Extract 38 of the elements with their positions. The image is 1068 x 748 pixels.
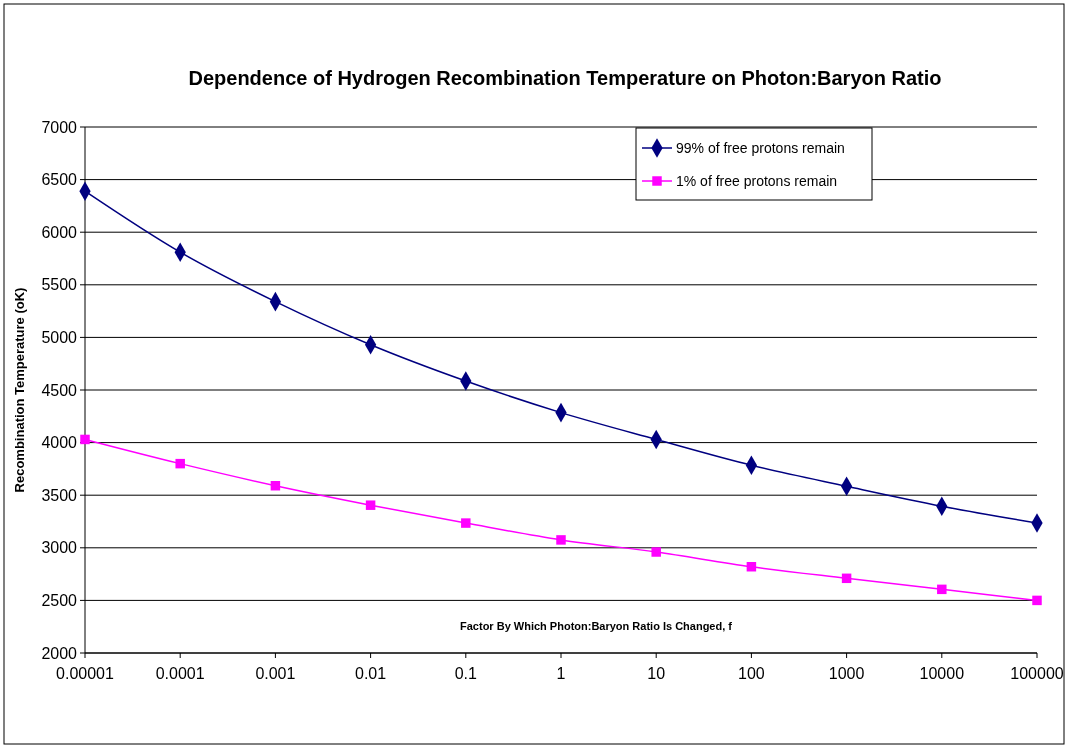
point [556, 535, 566, 545]
point [175, 458, 185, 469]
point [80, 434, 90, 445]
legend-label: 1% of free protons remain [676, 172, 838, 189]
y-tick-label: 3500 [41, 486, 78, 504]
y-tick-label: 6000 [41, 223, 78, 241]
x-tick-label: 100000 [1010, 665, 1064, 682]
y-tick-label: 4500 [41, 381, 78, 399]
point [937, 584, 947, 595]
chart-title: Dependence of Hydrogen Recombination Temperature on Photon:Baryon Ratio [188, 67, 942, 89]
point [1032, 595, 1042, 606]
x-tick-label: 100 [738, 665, 765, 682]
x-tick-label: 10 [647, 665, 666, 682]
x-tick-label: 10000 [919, 665, 965, 682]
x-axis-title: Factor By Which Photon:Baryon Ratio Is Changed, f [460, 620, 733, 632]
legend-label: 99% of free protons remain [676, 139, 845, 156]
y-tick-label: 6500 [41, 171, 78, 189]
point [746, 561, 757, 572]
y-tick-label: 2500 [41, 592, 78, 609]
point [651, 547, 661, 557]
y-tick-label: 5000 [41, 329, 78, 346]
x-tick-label: 0.00001 [56, 665, 115, 682]
x-tick-label: 0.0001 [155, 665, 205, 682]
y-tick-label: 4000 [41, 434, 78, 452]
point [461, 518, 471, 528]
y-tick-label: 5500 [41, 276, 78, 294]
point [365, 500, 376, 510]
x-tick-label: 1000 [828, 665, 865, 682]
y-axis-title: Recombination Temperature (oK) [12, 287, 27, 493]
point [270, 480, 281, 491]
x-tick-label: 0.01 [355, 665, 387, 682]
y-tick-label: 2000 [41, 644, 78, 662]
x-tick-label: 0.001 [255, 665, 296, 682]
x-tick-label: 1 [556, 665, 566, 682]
x-tick-label: 0.1 [454, 665, 478, 682]
y-tick-label: 7000 [41, 118, 78, 136]
point [841, 573, 852, 584]
y-tick-label: 3000 [41, 539, 78, 557]
